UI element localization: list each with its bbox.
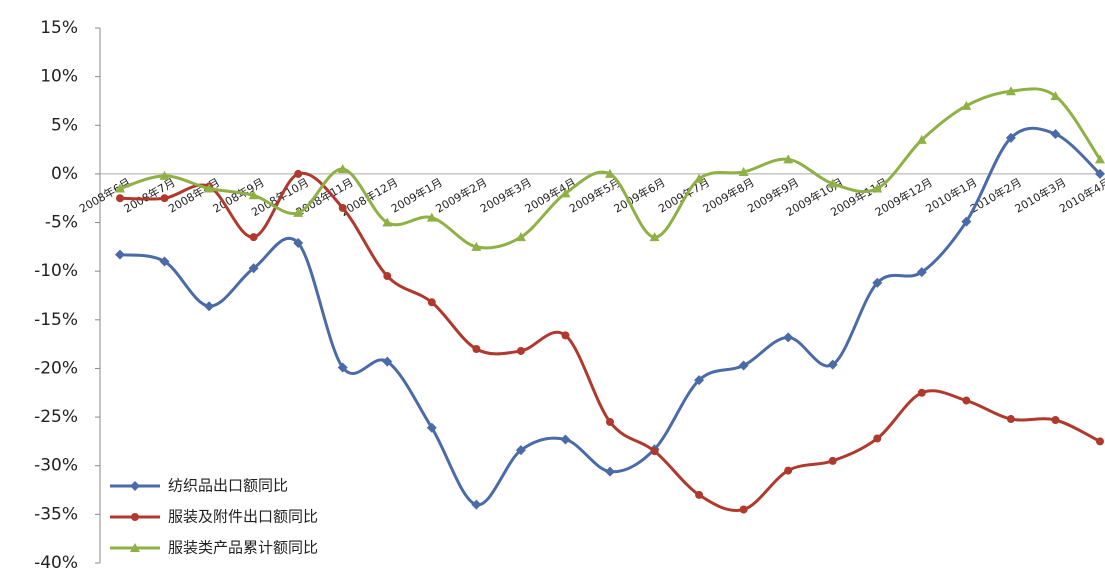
point	[471, 499, 482, 510]
point	[1051, 416, 1060, 425]
point	[1096, 437, 1104, 446]
point	[472, 345, 481, 353]
point	[338, 203, 347, 212]
legend-label: 纺织品出口额同比	[168, 477, 288, 495]
y-tick-label: -25%	[34, 407, 78, 427]
point	[130, 543, 140, 552]
point	[872, 183, 883, 193]
point	[426, 212, 437, 222]
point	[204, 183, 215, 193]
point	[961, 100, 972, 110]
point	[828, 456, 837, 465]
point	[606, 417, 614, 426]
point	[115, 249, 125, 260]
point	[1050, 129, 1061, 140]
point	[116, 194, 124, 203]
point	[962, 396, 971, 405]
point	[916, 267, 927, 278]
point	[471, 241, 482, 251]
point	[827, 178, 838, 188]
point	[738, 360, 749, 371]
y-tick-label: -30%	[34, 456, 78, 476]
series-line	[119, 171, 1101, 512]
point	[605, 466, 615, 477]
y-tick-label: -5%	[45, 213, 78, 233]
y-tick-label: -10%	[34, 261, 78, 281]
point	[1006, 415, 1015, 424]
point	[917, 388, 926, 397]
point	[337, 164, 348, 174]
y-tick-label: 10%	[40, 67, 78, 87]
point	[426, 422, 437, 433]
series-line	[119, 126, 1102, 507]
point	[515, 232, 526, 242]
point	[783, 154, 794, 164]
point	[248, 263, 259, 274]
point	[248, 190, 259, 200]
point	[916, 134, 927, 144]
point	[293, 207, 304, 217]
legend-label: 服装类产品累计额同比	[168, 539, 318, 557]
point	[560, 434, 571, 445]
point	[293, 237, 304, 248]
point	[650, 447, 659, 456]
point	[1050, 91, 1061, 101]
y-tick-label: -35%	[34, 504, 78, 524]
point	[159, 256, 170, 267]
y-tick-label: -20%	[34, 358, 78, 378]
point	[159, 170, 170, 180]
point	[783, 332, 794, 343]
point	[784, 466, 793, 475]
point	[827, 359, 838, 370]
point	[204, 301, 215, 312]
point	[427, 298, 436, 307]
point	[516, 346, 525, 355]
point	[694, 173, 705, 183]
legend-label: 服装及附件出口额同比	[168, 508, 318, 526]
point	[515, 445, 526, 456]
point	[382, 356, 393, 367]
point	[1095, 154, 1105, 164]
point	[561, 331, 570, 340]
point	[739, 505, 748, 514]
point	[382, 217, 393, 227]
point	[337, 362, 348, 373]
point	[649, 232, 660, 242]
y-tick-label: 0%	[51, 164, 78, 184]
y-tick-label: -40%	[34, 553, 78, 572]
point	[560, 188, 571, 198]
point	[738, 166, 749, 176]
point	[249, 233, 258, 242]
point	[873, 434, 882, 443]
point	[383, 272, 392, 281]
y-tick-label: 15%	[40, 18, 78, 38]
point	[1095, 168, 1105, 179]
point	[115, 183, 125, 193]
point	[1005, 86, 1016, 96]
point	[294, 169, 303, 178]
point	[130, 481, 140, 491]
point	[872, 277, 883, 288]
y-tick-label: -15%	[34, 310, 78, 330]
point	[961, 216, 972, 227]
point	[160, 194, 169, 203]
point	[694, 375, 705, 386]
y-tick-label: 5%	[51, 115, 78, 135]
point	[1005, 132, 1016, 143]
point	[131, 513, 139, 521]
point	[605, 168, 615, 178]
point	[695, 490, 704, 499]
